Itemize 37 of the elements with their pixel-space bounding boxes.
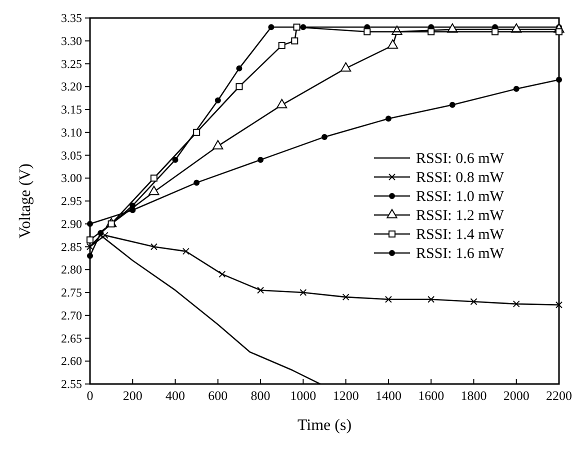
x-tick-label: 1000 [290, 388, 316, 403]
x-axis-title: Time (s) [297, 417, 352, 434]
y-tick-label: 2.70 [61, 308, 82, 322]
y-tick-label: 3.00 [61, 171, 82, 186]
legend-label: RSSI: 0.8 mW [416, 170, 505, 186]
y-tick-label: 3.20 [61, 80, 82, 94]
y-tick-label: 2.90 [61, 216, 82, 231]
legend-label: RSSI: 1.4 mW [416, 227, 505, 243]
legend-label: RSSI: 1.2 mW [416, 208, 505, 224]
y-tick-label: 3.35 [61, 11, 82, 25]
x-tick-label: 400 [166, 388, 186, 403]
y-axis-title: Voltage (V) [17, 164, 34, 238]
x-tick-label: 200 [122, 388, 142, 403]
legend-label: RSSI: 0.6 mW [416, 151, 505, 167]
y-tick-label: 3.05 [61, 148, 82, 162]
x-tick-label: 0 [86, 388, 94, 403]
x-tick-label: 1800 [460, 388, 487, 403]
legend-label: RSSI: 1.6 mW [416, 246, 505, 262]
x-tick-label: 2200 [546, 388, 572, 403]
y-tick-label: 2.65 [61, 331, 82, 346]
y-tick-label: 2.55 [61, 377, 82, 391]
y-tick-label: 2.95 [61, 194, 82, 208]
y-tick-label: 2.80 [61, 262, 82, 277]
x-tick-label: 800 [250, 388, 270, 403]
x-tick-label: 600 [208, 388, 228, 403]
y-tick-label: 3.10 [61, 125, 82, 140]
y-tick-label: 3.25 [61, 56, 82, 71]
x-tick-label: 1600 [418, 388, 444, 403]
x-tick-label: 1400 [375, 388, 402, 403]
y-tick-label: 3.30 [61, 34, 82, 48]
x-tick-label: 1200 [332, 388, 359, 403]
x-tick-label: 2000 [503, 388, 530, 403]
legend-label: RSSI: 1.0 mW [416, 189, 505, 205]
y-tick-label: 2.85 [61, 240, 82, 254]
y-tick-label: 2.75 [61, 286, 82, 300]
y-tick-label: 2.60 [61, 354, 82, 368]
y-tick-label: 3.15 [61, 102, 82, 116]
